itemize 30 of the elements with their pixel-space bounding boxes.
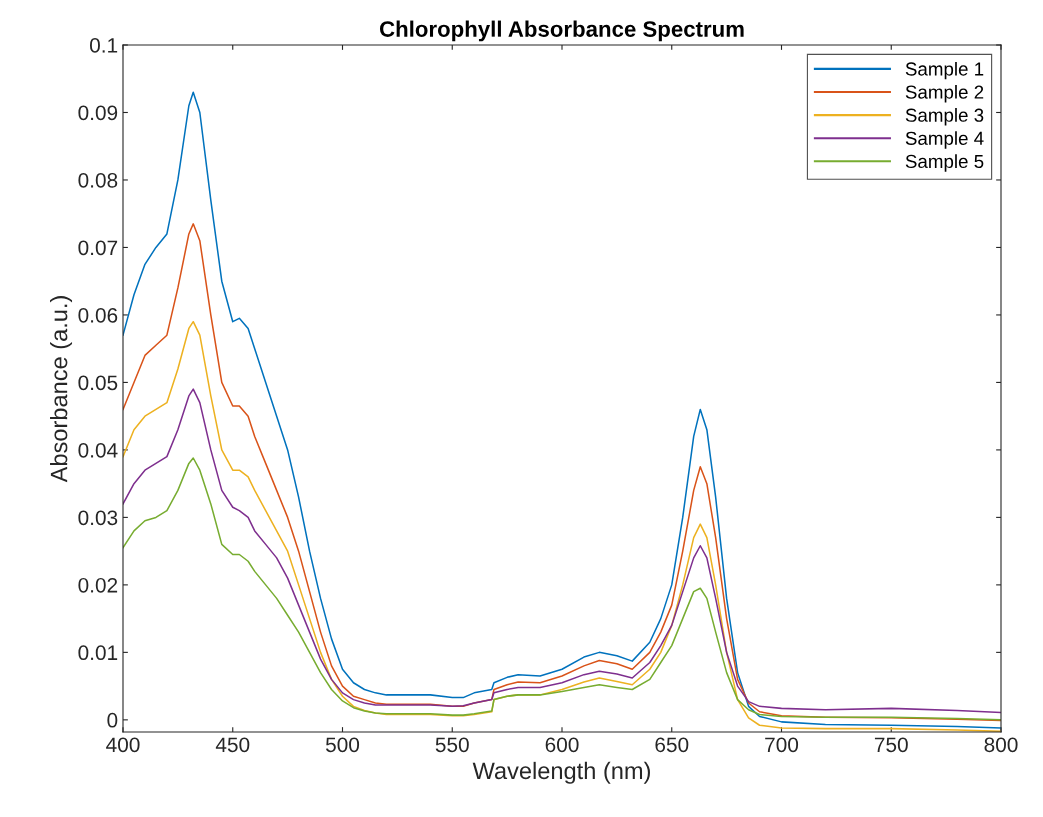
x-tick-label: 450 (215, 737, 250, 753)
legend-label: Sample 5 (905, 154, 984, 172)
legend-label: Sample 3 (905, 108, 984, 126)
x-tick-label: 750 (874, 737, 908, 753)
x-tick-label: 400 (106, 737, 140, 753)
y-tick-label: 0.07 (78, 240, 118, 256)
y-tick-label: 0.03 (78, 510, 118, 526)
y-tick-label: 0.02 (78, 577, 118, 593)
y-tick-label: 0.06 (78, 307, 118, 323)
legend-label: Sample 2 (905, 84, 984, 103)
legend-label: Sample 4 (905, 131, 984, 149)
y-tick-label: 0.09 (78, 105, 118, 121)
y-axis-title: Absorbance (a.u.) (50, 296, 73, 483)
x-tick-label: 800 (984, 737, 1018, 753)
x-tick-label: 500 (325, 737, 360, 753)
x-axis-title: Wavelength (nm) (472, 761, 650, 784)
x-tick-label: 650 (655, 737, 689, 753)
y-tick-label: 0.05 (78, 375, 118, 391)
x-tick-label: 600 (545, 737, 579, 753)
y-tick-label: 0.1 (89, 38, 118, 53)
y-tick-label: 0.01 (78, 645, 118, 661)
y-tick-label: 0.04 (78, 442, 118, 458)
x-tick-label: 700 (765, 737, 799, 753)
y-tick-label: 0 (107, 712, 118, 728)
legend-label: Sample 1 (905, 61, 984, 80)
x-tick-label: 550 (435, 737, 469, 753)
y-tick-label: 0.08 (78, 172, 118, 188)
chart-title: Chlorophyll Absorbance Spectrum (379, 20, 744, 42)
line-series (123, 457, 1001, 721)
line-series (123, 388, 1001, 714)
